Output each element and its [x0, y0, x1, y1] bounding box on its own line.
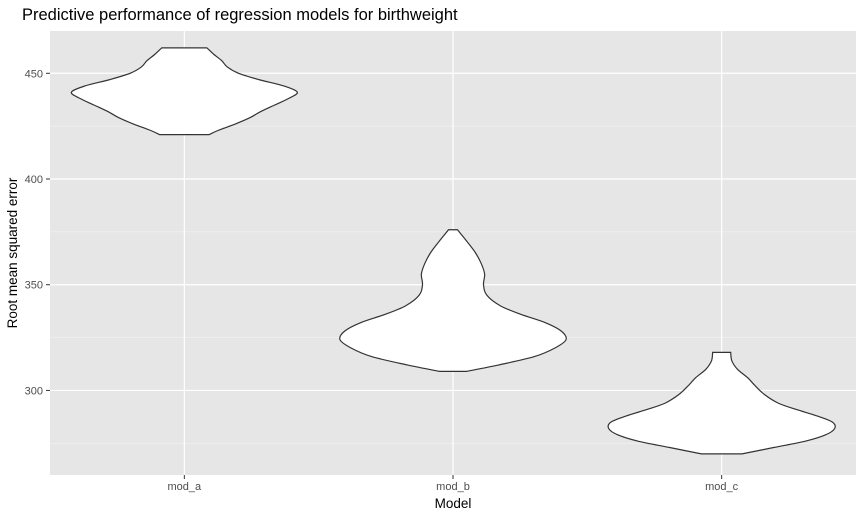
violin-series [70, 47, 836, 455]
x-tick-label: mod_c [705, 481, 739, 493]
y-tick-label: 450 [25, 68, 43, 80]
y-tick-label: 400 [25, 174, 43, 186]
violin-mod_a [70, 47, 298, 136]
chart-title: Predictive performance of regression mod… [22, 6, 458, 24]
violin-mod_c [607, 351, 836, 455]
y-axis: 300 350 400 450 [25, 68, 50, 397]
y-tick-label: 350 [25, 280, 43, 292]
x-tick-label: mod_a [168, 481, 203, 493]
violin-mod_b [339, 229, 567, 372]
x-axis-title: Model [435, 496, 472, 511]
x-axis: mod_a mod_b mod_c [168, 475, 739, 493]
x-tick-label: mod_b [436, 481, 470, 493]
y-tick-label: 300 [25, 385, 43, 397]
y-axis-title: Root mean squared error [5, 177, 20, 328]
